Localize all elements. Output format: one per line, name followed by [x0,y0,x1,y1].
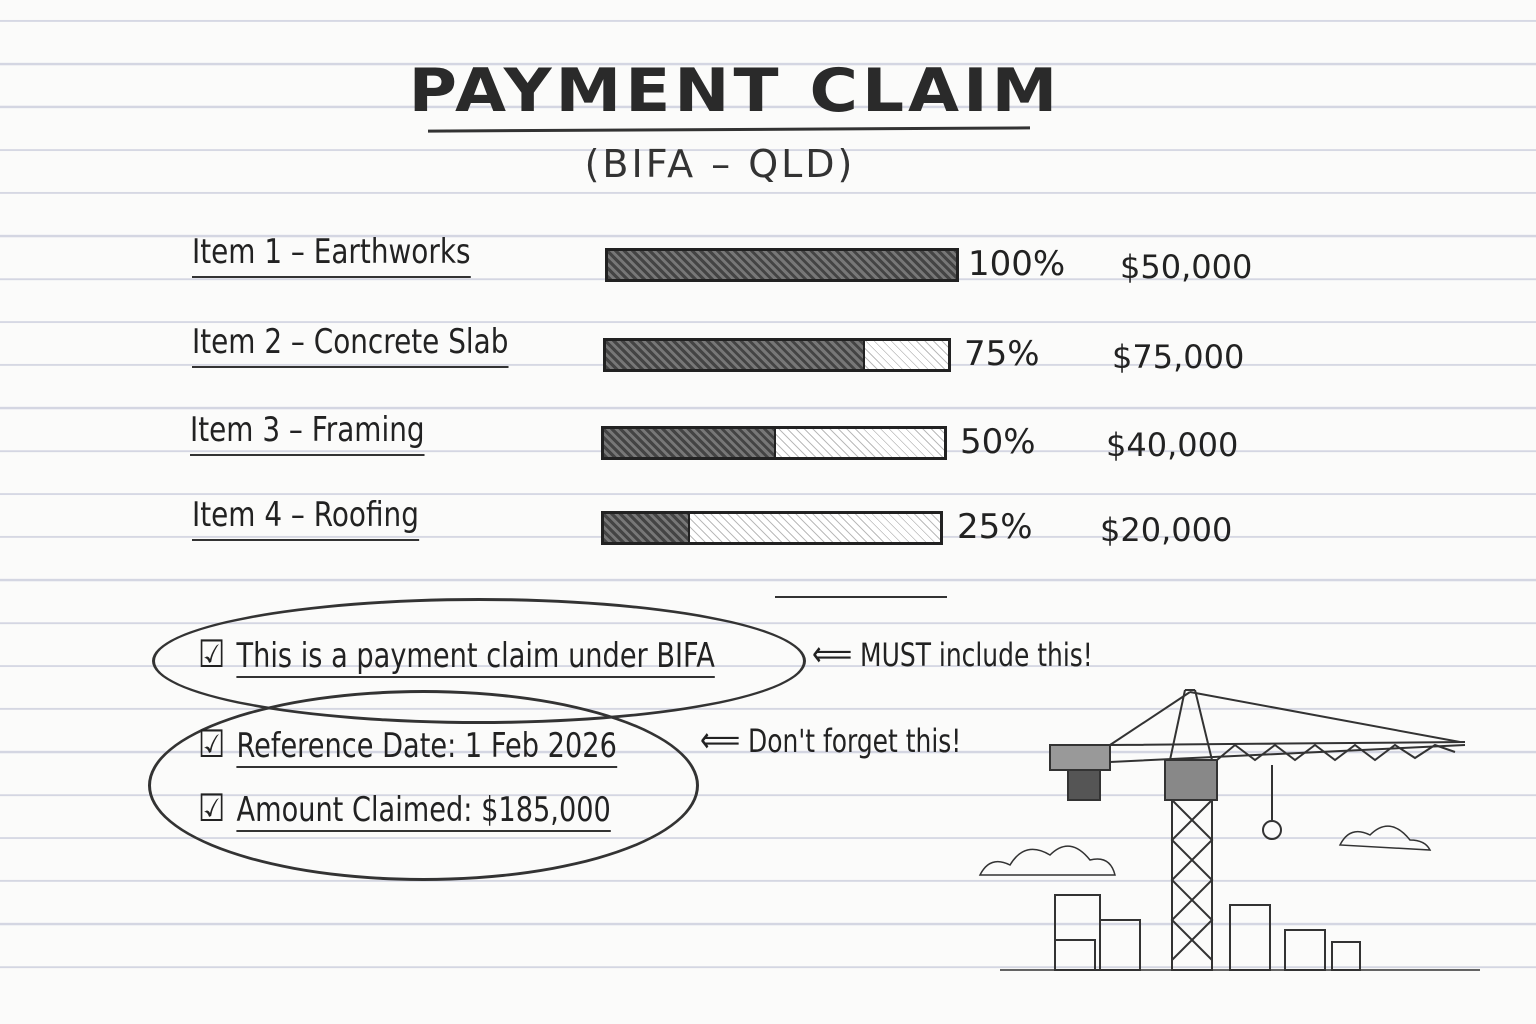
item-amount: $40,000 [1106,426,1239,464]
checked-box-icon: ☑ [198,632,226,676]
progress-bar [605,248,959,282]
note-text: MUST include this! [860,636,1093,674]
checked-box-icon: ☑ [198,786,226,830]
item-amount: $75,000 [1112,338,1245,376]
checklist-text: Reference Date: 1 Feb 2026 [236,726,617,768]
checklist-item: ☑ Reference Date: 1 Feb 2026 [198,722,617,768]
progress-fill [608,251,958,279]
item-amount: $20,000 [1100,511,1233,549]
note-text: Don't forget this! [748,722,962,760]
checklist-item: ☑ This is a payment claim under BIFA [198,632,715,678]
progress-fill [604,514,690,542]
note-must-include: ⟸ MUST include this! [812,634,1093,675]
item-label: Item 1 – Earthworks [192,232,471,278]
progress-fill [604,429,776,457]
item-percent: 25% [957,507,1033,547]
item-label: Item 2 – Concrete Slab [192,322,509,368]
crane-illustration [978,689,1480,971]
item-percent: 100% [968,244,1066,284]
checked-box-icon: ☑ [198,722,226,766]
page-subtitle: (BIFA – QLD) [584,142,856,186]
divider [775,596,947,598]
checklist-text: Amount Claimed: $185,000 [236,790,611,832]
progress-bar [603,338,951,372]
checklist-item: ☑ Amount Claimed: $185,000 [198,786,611,832]
progress-bar [601,426,947,460]
item-label: Item 3 – Framing [190,410,425,456]
note-dont-forget: ⟸ Don't forget this! [700,720,961,761]
progress-fill [606,341,865,369]
arrow-left-icon: ⟸ [700,720,741,761]
item-percent: 75% [964,334,1040,374]
page-title: PAYMENT CLAIM [408,55,1062,126]
progress-bar [601,511,943,545]
item-label: Item 4 – Roofing [192,495,419,541]
item-amount: $50,000 [1120,248,1253,286]
checklist-text: This is a payment claim under BIFA [236,636,715,678]
highlight-oval-2 [148,690,699,881]
title-underline [427,126,1031,133]
arrow-left-icon: ⟸ [812,634,853,675]
item-percent: 50% [960,422,1036,462]
